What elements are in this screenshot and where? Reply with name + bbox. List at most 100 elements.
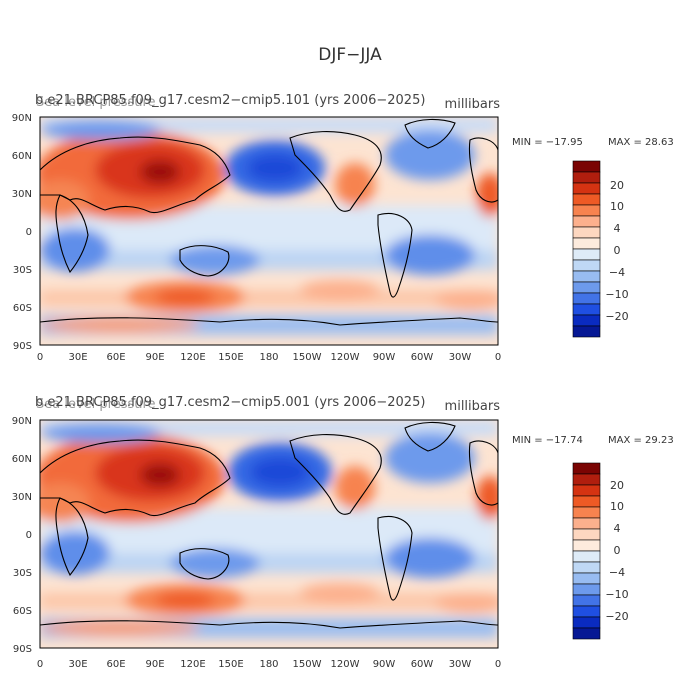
lon-label: 0: [495, 352, 501, 363]
panel-2-lon-axis: 0 30E 60E 90E 120E 150E 180 150W 120W 90…: [37, 659, 501, 670]
colorbar-swatch: [572, 226, 601, 239]
panel-2-colorbar-labels: 20 10 4 0 −4 −10 −20: [605, 479, 628, 623]
lon-label: 0: [37, 352, 43, 363]
colorbar-swatch: [572, 616, 601, 629]
lat-label: 60N: [12, 454, 32, 465]
panel-2-units: millibars: [445, 399, 501, 414]
colorbar-swatch: [572, 583, 601, 596]
lon-label: 180: [259, 352, 278, 363]
colorbar-label: −4: [609, 266, 625, 279]
colorbar-swatch: [572, 160, 601, 173]
lon-label: 30E: [68, 352, 87, 363]
lat-label: 60N: [12, 151, 32, 162]
panel-1-min-label: MIN = −17.95: [512, 137, 583, 148]
colorbar-swatch: [572, 171, 601, 184]
lon-label: 150W: [293, 659, 322, 670]
panel-2-map: [40, 420, 498, 648]
lon-label: 120W: [331, 352, 360, 363]
colorbar-swatch: [572, 303, 601, 316]
panel-2-min-label: MIN = −17.74: [512, 435, 583, 446]
colorbar-swatch: [572, 484, 601, 497]
colorbar-label: −10: [605, 288, 628, 301]
colorbar-swatch: [572, 270, 601, 283]
lat-label: 60S: [13, 303, 32, 314]
panel-2: b.e21.BRCP85.f09_g17.cesm2−cmip5.001 (yr…: [12, 395, 674, 670]
colorbar-swatch: [572, 237, 601, 250]
colorbar-swatch: [572, 462, 601, 475]
colorbar-label: −4: [609, 566, 625, 579]
colorbar-swatch: [572, 495, 601, 508]
lon-label: 150E: [218, 352, 243, 363]
lon-label: 150E: [218, 659, 243, 670]
colorbar-swatch: [572, 528, 601, 541]
panel-2-lat-axis: 90N 60N 30N 0 30S 60S 90S: [12, 416, 32, 655]
panel-1-title: b.e21.BRCP85.f09_g17.cesm2−cmip5.101 (yr…: [35, 93, 425, 108]
colorbar-swatch: [572, 561, 601, 574]
lon-label: 30W: [449, 659, 472, 670]
panel-1-map-frame: [39, 116, 499, 346]
figure-title: DJF−JJA: [318, 45, 382, 65]
panel-1-title-overprint: Sea level pressure: [36, 95, 156, 110]
lat-label: 0: [26, 530, 32, 541]
colorbar-swatch: [572, 281, 601, 294]
lon-label: 90E: [145, 659, 164, 670]
panel-2-map-frame: [39, 419, 499, 649]
colorbar-swatch: [572, 473, 601, 486]
lat-label: 60S: [13, 606, 32, 617]
colorbar-swatch: [572, 550, 601, 563]
colorbar-label: 4: [614, 222, 621, 235]
panel-1-colorbar: [572, 160, 601, 338]
panel-1-map: [40, 117, 498, 345]
colorbar-swatch: [572, 517, 601, 530]
panel-1-max-label: MAX = 28.63: [608, 137, 674, 148]
lon-label: 60W: [411, 352, 434, 363]
colorbar-swatch: [572, 539, 601, 552]
lon-label: 120W: [331, 659, 360, 670]
lon-label: 90W: [373, 352, 396, 363]
colorbar-swatch: [572, 594, 601, 607]
lat-label: 30N: [12, 492, 32, 503]
panel-1-lat-axis: 90N 60N 30N 0 30S 60S 90S: [12, 113, 32, 352]
colorbar-swatch: [572, 506, 601, 519]
colorbar-swatch: [572, 215, 601, 228]
lon-label: 0: [495, 659, 501, 670]
colorbar-swatch: [572, 325, 601, 338]
lon-label: 120E: [180, 352, 205, 363]
colorbar-label: 10: [610, 500, 624, 513]
colorbar-swatch: [572, 605, 601, 618]
colorbar-label: −20: [605, 610, 628, 623]
panel-2-title-overprint: Sea level pressure: [36, 397, 156, 412]
lat-label: 90N: [12, 113, 32, 124]
lat-label: 30S: [13, 568, 32, 579]
lon-label: 30W: [449, 352, 472, 363]
colorbar-label: 20: [610, 179, 624, 192]
lat-label: 30S: [13, 265, 32, 276]
colorbar-swatch: [572, 204, 601, 217]
colorbar-label: 20: [610, 479, 624, 492]
lat-label: 90S: [13, 644, 32, 655]
colorbar-label: 0: [614, 544, 621, 557]
lon-label: 90E: [145, 352, 164, 363]
colorbar-swatch: [572, 248, 601, 261]
colorbar-label: −20: [605, 310, 628, 323]
colorbar-swatch: [572, 182, 601, 195]
lon-label: 60E: [106, 659, 125, 670]
colorbar-swatch: [572, 259, 601, 272]
lat-label: 90S: [13, 341, 32, 352]
lon-label: 30E: [68, 659, 87, 670]
lon-label: 90W: [373, 659, 396, 670]
lat-label: 90N: [12, 416, 32, 427]
colorbar-swatch: [572, 627, 601, 640]
colorbar-swatch: [572, 572, 601, 585]
colorbar-label: −10: [605, 588, 628, 601]
lon-label: 150W: [293, 352, 322, 363]
colorbar-swatch: [572, 193, 601, 206]
colorbar-label: 10: [610, 200, 624, 213]
lat-label: 30N: [12, 189, 32, 200]
colorbar-swatch: [572, 292, 601, 305]
panel-2-title: b.e21.BRCP85.f09_g17.cesm2−cmip5.001 (yr…: [35, 395, 425, 410]
lat-label: 0: [26, 227, 32, 238]
panel-2-colorbar: [572, 462, 601, 640]
colorbar-label: 0: [614, 244, 621, 257]
